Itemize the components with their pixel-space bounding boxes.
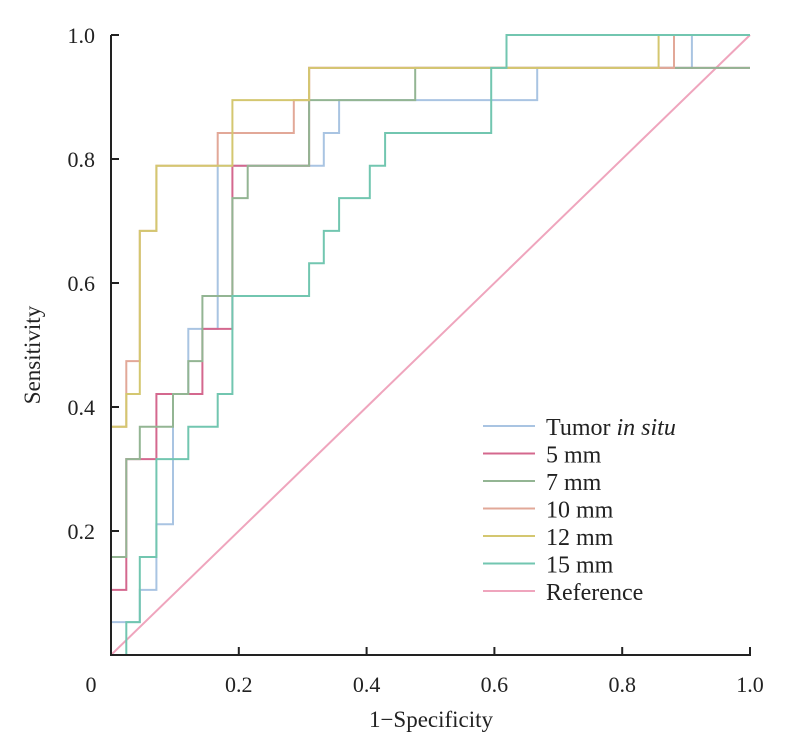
series-line-reference (110, 34, 751, 656)
legend-label: 15 mm (546, 553, 614, 579)
legend-label: Tumor in situ (546, 415, 676, 441)
x-axis-title: 1−Specificity (369, 707, 494, 732)
series-line-12-mm (110, 34, 750, 655)
legend-label: 5 mm (546, 443, 602, 469)
legend-label: Reference (546, 580, 643, 606)
y-axis-title: Sensitivity (20, 305, 45, 404)
series-line-5-mm (110, 66, 750, 655)
x-tick-label: 0.4 (353, 672, 381, 697)
legend-label: 12 mm (546, 525, 614, 551)
legend-label: 10 mm (546, 498, 614, 524)
x-tick-label: 0.2 (225, 672, 253, 697)
y-tick-label: 0.6 (68, 271, 96, 296)
y-tick-label: 1.0 (68, 23, 96, 48)
series-line-7-mm (110, 66, 750, 655)
series-line-15-mm (111, 34, 750, 656)
y-tick-label: 0.4 (68, 395, 96, 420)
x-tick-label: 0.6 (481, 672, 509, 697)
series-layer (110, 34, 751, 656)
legend-label: 7 mm (546, 470, 602, 496)
x-tick-label: 0.8 (608, 672, 636, 697)
y-tick-label: 0.8 (68, 147, 96, 172)
x-tick-label: 1.0 (736, 672, 764, 697)
x-tick-label-0: 0 (86, 672, 97, 697)
axes (110, 35, 751, 656)
ticks: 0.2 0.4 0.6 0.8 1.0 0.2 0.4 0.6 0.8 1.0 (68, 23, 764, 697)
y-tick-label: 0.2 (68, 519, 96, 544)
